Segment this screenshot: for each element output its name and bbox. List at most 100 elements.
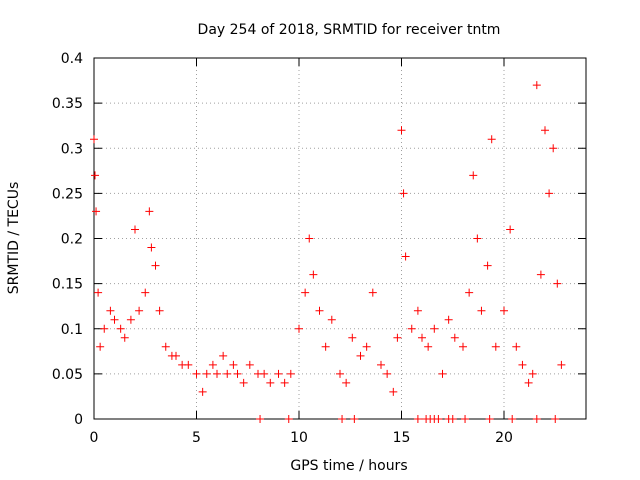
data-point xyxy=(151,261,160,270)
data-point xyxy=(315,306,324,315)
data-point xyxy=(401,252,410,261)
y-tick-label: 0.2 xyxy=(61,232,83,248)
data-point xyxy=(461,415,470,423)
data-points xyxy=(90,81,566,423)
data-point xyxy=(508,415,517,423)
data-point xyxy=(90,135,98,144)
data-point xyxy=(500,306,508,315)
data-point xyxy=(336,369,344,378)
data-point xyxy=(309,270,318,279)
data-point xyxy=(348,333,357,342)
data-point xyxy=(219,351,228,360)
data-point xyxy=(198,387,207,396)
data-point xyxy=(418,333,426,342)
data-point xyxy=(229,360,238,369)
data-point xyxy=(450,333,459,342)
data-point xyxy=(469,171,478,180)
y-tick-label: 0.25 xyxy=(52,186,83,202)
data-point xyxy=(551,415,560,423)
x-tick-label: 5 xyxy=(192,430,201,446)
data-point xyxy=(131,225,139,234)
data-point xyxy=(321,342,330,351)
data-point xyxy=(208,360,217,369)
data-point xyxy=(541,126,549,135)
data-point xyxy=(147,243,156,252)
data-point xyxy=(260,369,269,378)
data-point xyxy=(393,333,402,342)
data-point xyxy=(202,369,211,378)
grid-lines xyxy=(94,58,586,419)
plot-frame xyxy=(93,57,587,420)
data-point xyxy=(528,369,537,378)
data-point xyxy=(92,207,101,216)
data-point xyxy=(106,306,115,315)
data-point xyxy=(459,342,467,351)
data-point xyxy=(295,324,303,333)
data-point xyxy=(424,342,433,351)
x-tick-label: 15 xyxy=(393,430,411,446)
data-point xyxy=(94,288,103,297)
data-point xyxy=(532,81,541,90)
data-point xyxy=(356,351,365,360)
data-point xyxy=(448,415,457,423)
data-point xyxy=(383,369,392,378)
data-point xyxy=(407,324,416,333)
data-point xyxy=(491,342,500,351)
data-point xyxy=(116,324,125,333)
data-point xyxy=(518,360,527,369)
data-point xyxy=(413,306,422,315)
data-point xyxy=(413,415,422,423)
data-point xyxy=(338,415,347,423)
data-point xyxy=(91,171,100,180)
y-tick-label: 0 xyxy=(74,412,83,428)
axis-ticks: 0 0.05 0.1 0.15 0.2 0.25 0.3 0.35 0.4 0 5 10 15 20 xyxy=(52,51,586,446)
data-point xyxy=(172,351,180,360)
y-tick-label: 0.3 xyxy=(61,141,83,157)
y-tick-label: 0.4 xyxy=(61,51,83,67)
data-point xyxy=(342,378,351,387)
data-point xyxy=(100,324,109,333)
data-point xyxy=(96,342,105,351)
data-point xyxy=(487,135,496,144)
data-point xyxy=(305,234,314,243)
data-point xyxy=(245,360,254,369)
y-tick-label: 0.35 xyxy=(52,96,83,112)
data-point xyxy=(506,225,515,234)
data-point xyxy=(161,342,170,351)
data-point xyxy=(434,415,443,423)
data-point xyxy=(444,315,453,324)
y-tick-label: 0.1 xyxy=(61,322,83,338)
data-point xyxy=(280,378,289,387)
data-point xyxy=(536,270,545,279)
data-point xyxy=(266,378,275,387)
data-point xyxy=(126,315,135,324)
data-point xyxy=(399,189,408,198)
data-point xyxy=(368,288,377,297)
data-point xyxy=(430,324,439,333)
data-point xyxy=(512,342,521,351)
x-tick-label: 0 xyxy=(90,430,99,446)
y-axis-label: SRMTID / TECUs xyxy=(6,182,22,295)
data-point xyxy=(184,360,193,369)
data-point xyxy=(465,288,474,297)
data-point xyxy=(545,189,554,198)
data-point xyxy=(223,369,232,378)
data-point xyxy=(532,415,541,423)
chart-title: Day 254 of 2018, SRMTID for receiver tnt… xyxy=(198,22,501,38)
data-point xyxy=(549,144,558,153)
data-point xyxy=(438,369,447,378)
data-point xyxy=(350,415,359,423)
data-point xyxy=(485,415,494,423)
data-point xyxy=(389,387,398,396)
data-point xyxy=(213,369,221,378)
data-point xyxy=(145,207,154,216)
data-point xyxy=(110,315,119,324)
data-point xyxy=(473,234,482,243)
data-point xyxy=(524,378,533,387)
y-tick-label: 0.05 xyxy=(52,367,83,383)
data-point xyxy=(553,279,562,288)
data-point xyxy=(557,360,566,369)
data-point xyxy=(135,306,144,315)
data-point xyxy=(141,288,150,297)
data-point xyxy=(233,369,242,378)
